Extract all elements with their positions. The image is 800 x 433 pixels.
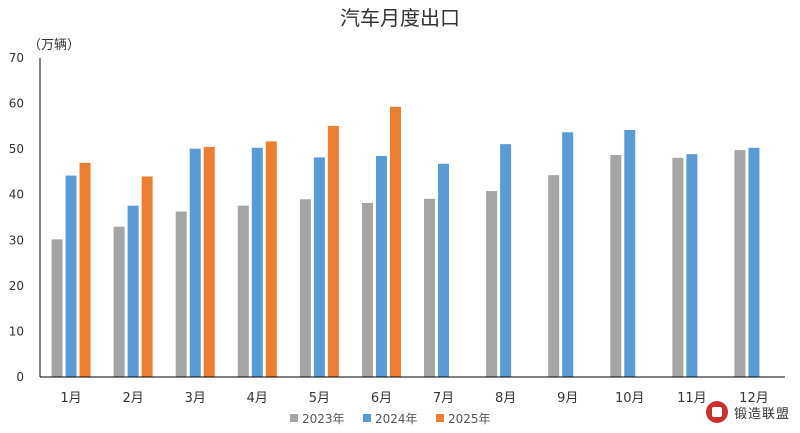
bar-2023年-9月 xyxy=(548,175,560,377)
bar-2023年-3月 xyxy=(175,211,187,377)
chart-title: 汽车月度出口 xyxy=(340,6,460,30)
y-tick-label: 70 xyxy=(9,51,24,65)
bar-2024年-7月 xyxy=(438,163,450,377)
bar-2023年-7月 xyxy=(424,198,436,377)
bar-2023年-8月 xyxy=(486,191,498,377)
x-tick-label: 7月 xyxy=(433,391,454,406)
y-tick-label: 0 xyxy=(16,370,24,384)
legend-swatch xyxy=(290,414,298,422)
bar-2025年-1月 xyxy=(79,162,91,377)
bar-2024年-8月 xyxy=(500,144,512,377)
legend-swatch xyxy=(363,414,371,422)
y-axis-unit-label: （万辆） xyxy=(28,38,80,53)
bar-2024年-9月 xyxy=(562,132,574,377)
bar-2023年-10月 xyxy=(610,155,622,377)
x-tick-label: 9月 xyxy=(557,391,578,406)
bar-2023年-2月 xyxy=(113,226,125,377)
bar-2024年-1月 xyxy=(65,175,77,377)
legend-swatch xyxy=(436,414,444,422)
legend-label: 2025年 xyxy=(448,412,491,426)
bar-2024年-6月 xyxy=(375,155,387,377)
x-tick-label: 8月 xyxy=(495,391,516,406)
x-tick-label: 2月 xyxy=(122,391,143,406)
watermark: 锻造联盟 xyxy=(705,401,790,423)
bar-2025年-6月 xyxy=(389,106,401,378)
y-tick-label: 60 xyxy=(9,97,24,111)
legend-label: 2023年 xyxy=(302,412,345,426)
bar-2025年-4月 xyxy=(265,141,277,377)
legend-label: 2024年 xyxy=(375,412,418,426)
x-tick-label: 6月 xyxy=(371,391,392,406)
y-tick-label: 30 xyxy=(9,233,24,247)
bar-2024年-2月 xyxy=(127,205,139,377)
x-tick-label: 5月 xyxy=(309,391,330,406)
x-tick-label: 11月 xyxy=(677,391,707,406)
bar-2023年-6月 xyxy=(361,202,373,377)
watermark-text: 锻造联盟 xyxy=(733,406,790,422)
bar-2023年-12月 xyxy=(734,150,746,377)
bar-2024年-12月 xyxy=(748,147,760,377)
x-tick-label: 1月 xyxy=(60,391,81,406)
y-tick-label: 40 xyxy=(9,188,24,202)
bar-2024年-11月 xyxy=(686,154,698,377)
bar-2024年-5月 xyxy=(313,157,325,377)
bar-2025年-5月 xyxy=(327,125,339,377)
bar-2024年-10月 xyxy=(624,130,636,377)
y-tick-label: 20 xyxy=(9,279,24,293)
x-tick-label: 3月 xyxy=(185,391,206,406)
bar-2023年-11月 xyxy=(672,157,684,377)
forging-alliance-logo-icon xyxy=(705,401,728,423)
x-tick-label: 12月 xyxy=(739,391,769,406)
bar-2025年-3月 xyxy=(203,146,215,377)
x-tick-label: 4月 xyxy=(247,391,268,406)
x-tick-label: 10月 xyxy=(615,391,645,406)
y-tick-label: 10 xyxy=(9,324,24,338)
bar-2024年-4月 xyxy=(251,147,263,377)
bar-2023年-1月 xyxy=(51,239,63,377)
bar-2023年-4月 xyxy=(237,205,249,377)
y-tick-label: 50 xyxy=(9,142,24,156)
bar-2023年-5月 xyxy=(299,199,311,377)
bar-2024年-3月 xyxy=(189,148,201,377)
bar-2025年-2月 xyxy=(141,176,153,377)
